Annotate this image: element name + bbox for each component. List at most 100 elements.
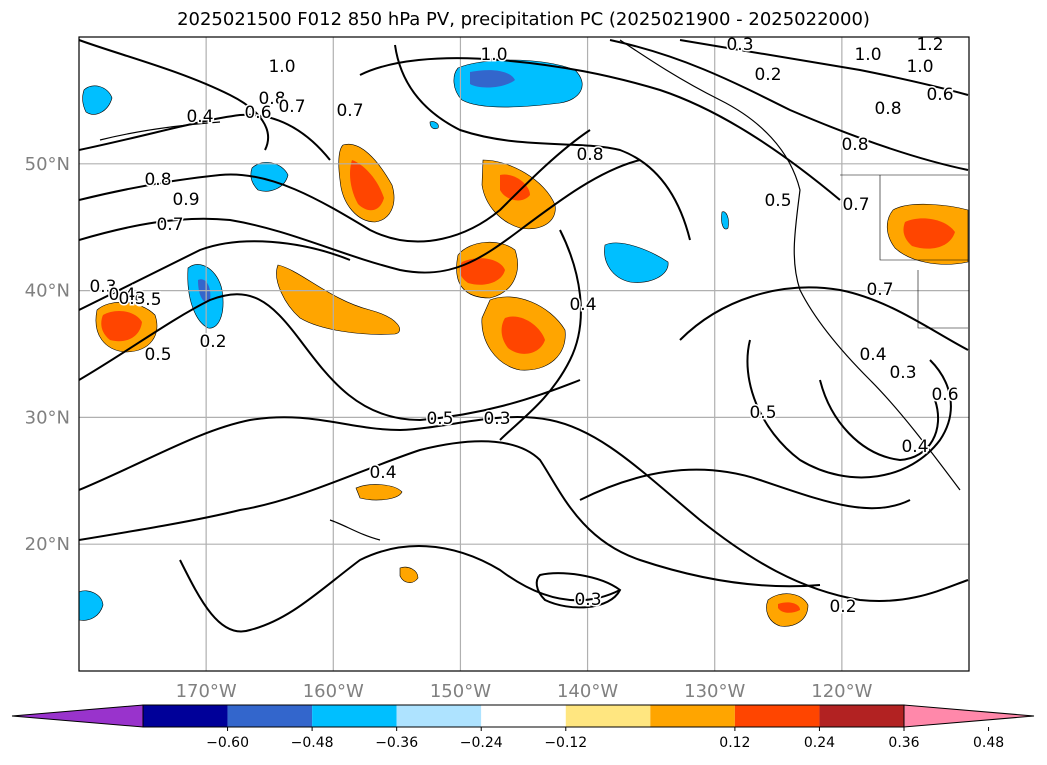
lat-tick-label: 40°N [25,281,70,302]
precip-blob [459,258,505,285]
border [917,270,968,329]
precip-blob [721,211,729,230]
lon-tick-label: 140°W [557,681,618,702]
lat-tick-label: 30°N [25,407,70,428]
contour-line [819,379,940,462]
precip-blob [276,264,400,335]
contour-label: 0.3 [118,289,145,309]
contour-line [394,44,691,241]
contour-label: 0.2 [829,597,856,617]
contour-label: 0.6 [244,103,271,123]
contour-label: 0.7 [336,101,363,121]
contour-label: 0.3 [574,590,601,610]
map-frame [78,36,970,672]
colorbar-tick-label: −0.36 [375,735,418,751]
contour-label: 0.4 [369,463,396,483]
lon-tick-label: 160°W [303,681,364,702]
precip-blob [350,160,384,211]
contour-line [609,39,969,171]
colorbar-low-arrow [11,704,144,728]
contour-label: 1.0 [268,57,295,77]
precip-blob [101,310,142,342]
lon-tick-label: 130°W [684,681,745,702]
contour-line [579,468,911,510]
lat-tick-label: 20°N [25,534,70,555]
hawaii [329,519,381,541]
contour-line [746,339,952,479]
border [879,175,968,261]
contour-label: 0.7 [842,195,869,215]
contour-label: 0.6 [931,385,958,405]
colorbar-tick-label: −0.24 [460,735,503,751]
precip-blob [355,484,403,501]
contour-label: 1.2 [916,35,943,55]
precip-blob [903,218,955,249]
contour-label: 0.3 [483,409,510,429]
precipitation-shading [79,59,969,627]
contour-line [79,159,641,274]
lon-tick-label: 170°W [176,681,237,702]
contour-line [79,240,351,311]
contour-line [535,572,622,609]
contour-label: 1.0 [906,57,933,77]
contour-line [79,129,591,243]
contour-labels: 1.00.80.70.60.40.80.90.70.30.40.50.50.20… [88,34,960,619]
contour-line [499,229,582,441]
contour-label: 0.8 [841,135,868,155]
precip-blob [82,85,113,115]
contour-label: 0.5 [144,345,171,365]
colorbar-tick-label: 0.24 [804,735,835,751]
colorbar-tick-label: 0.36 [888,735,919,751]
contour-label: 0.4 [186,107,213,127]
contour-label: 0.2 [199,332,226,352]
contour-label: 0.7 [278,97,305,117]
precip-blob [778,602,800,613]
contour-label: 0.7 [866,280,893,300]
contour-line [359,57,841,201]
contour-label: 0.2 [754,65,781,85]
contour-label: 0.5 [749,403,776,423]
contour-label: 0.6 [926,85,953,105]
contour-label: 0.3 [89,277,116,297]
latitude-labels: 50°N 40°N 30°N 20°N [25,154,70,555]
precip-blob [604,242,669,283]
precip-blob [399,566,419,583]
colorbar-segment [819,705,904,727]
contour-label: 0.9 [172,190,199,210]
contour-label: 0.7 [156,215,183,235]
colorbar-segment [650,705,735,727]
lat-tick-label: 50°N [25,154,70,175]
contour-label: 0.5 [134,290,161,310]
precip-blob [501,316,545,354]
colorbar-frame [142,704,905,728]
contour-label: 0.4 [569,295,596,315]
contour-label: 0.3 [726,35,753,55]
contour-line [679,286,969,351]
contour-label: 1.0 [480,45,507,65]
colorbar-tick-label: 0.48 [973,735,1004,751]
contour-line [79,39,270,151]
lon-tick-label: 150°W [430,681,491,702]
contour-line [79,416,969,602]
colorbar-high-arrow [903,704,1035,728]
colorbar-tick-label: −0.12 [544,735,587,751]
contour-label: 0.8 [258,89,285,109]
contour-label: 0.5 [764,191,791,211]
colorbar-segment [734,705,820,727]
coastlines [99,39,968,541]
contour-label: 0.8 [874,99,901,119]
colorbar-segment [143,705,228,727]
colorbar-segment [481,705,566,727]
contour-label: 0.3 [889,363,916,383]
contour-label: 0.4 [901,437,928,457]
contour-label: 1.0 [854,45,881,65]
precip-blob [429,121,439,130]
precip-blob [500,174,530,201]
contour-label: 0.5 [426,409,453,429]
colorbar-tick-label: −0.48 [291,735,334,751]
contour-line [679,39,969,96]
contour-label: 0.4 [108,285,135,305]
precip-blob [79,590,104,621]
contour-label: 0.4 [859,345,886,365]
